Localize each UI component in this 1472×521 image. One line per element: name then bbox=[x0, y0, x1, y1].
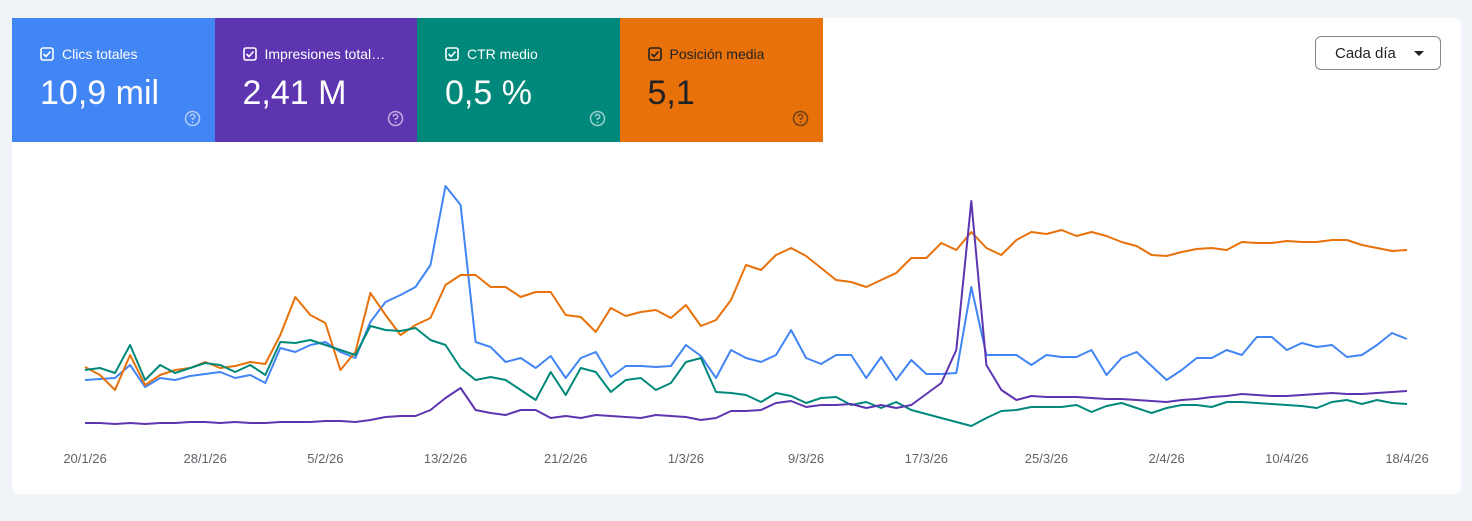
x-tick-label: 2/4/26 bbox=[1149, 451, 1185, 466]
metric-card[interactable]: Clics totales 10,9 mil bbox=[12, 18, 215, 142]
metric-card[interactable]: Impresiones total… 2,41 M bbox=[214, 18, 418, 142]
series-line bbox=[85, 200, 1408, 425]
x-tick-label: 9/3/26 bbox=[788, 451, 824, 466]
checkbox[interactable] bbox=[445, 47, 459, 61]
interval-dropdown[interactable]: Cada día bbox=[1315, 36, 1441, 70]
metric-label: Impresiones total… bbox=[264, 46, 386, 62]
metric-label-row: Clics totales bbox=[40, 46, 215, 62]
x-tick-label: 25/3/26 bbox=[1025, 451, 1068, 466]
metric-label-row: Posición media bbox=[647, 46, 823, 62]
metric-label-row: Impresiones total… bbox=[242, 46, 418, 62]
help-icon[interactable] bbox=[184, 110, 201, 127]
help-icon[interactable] bbox=[792, 110, 809, 127]
metric-label-row: CTR medio bbox=[445, 46, 620, 62]
x-tick-label: 17/3/26 bbox=[905, 451, 948, 466]
x-tick-label: 5/2/26 bbox=[307, 451, 343, 466]
metric-card[interactable]: Posición media 5,1 bbox=[619, 18, 823, 142]
x-tick-label: 13/2/26 bbox=[424, 451, 467, 466]
metric-value: 5,1 bbox=[647, 74, 695, 112]
x-tick-label: 20/1/26 bbox=[63, 451, 106, 466]
metric-value: 10,9 mil bbox=[40, 74, 160, 112]
dropdown-arrow bbox=[1414, 51, 1424, 56]
x-tick-label: 1/3/26 bbox=[668, 451, 704, 466]
metric-card[interactable]: CTR medio 0,5 % bbox=[417, 18, 620, 142]
x-tick-label: 18/4/26 bbox=[1385, 451, 1428, 466]
series-line bbox=[84, 185, 1408, 388]
x-tick-label: 21/2/26 bbox=[544, 451, 587, 466]
metric-label: CTR medio bbox=[467, 46, 538, 62]
metric-label: Clics totales bbox=[62, 46, 138, 62]
metric-label: Posición media bbox=[669, 46, 765, 62]
metric-value: 2,41 M bbox=[242, 74, 347, 112]
series-line bbox=[84, 325, 1408, 427]
checkbox[interactable] bbox=[40, 47, 54, 61]
x-tick-label: 28/1/26 bbox=[183, 451, 226, 466]
metric-value: 0,5 % bbox=[445, 74, 532, 112]
x-tick-label: 10/4/26 bbox=[1265, 451, 1308, 466]
dropdown-label: Cada día bbox=[1335, 44, 1396, 62]
checkbox[interactable] bbox=[242, 47, 257, 61]
help-icon[interactable] bbox=[387, 110, 404, 127]
help-icon[interactable] bbox=[589, 110, 606, 127]
series-line bbox=[84, 229, 1408, 391]
checkbox[interactable] bbox=[647, 47, 662, 61]
